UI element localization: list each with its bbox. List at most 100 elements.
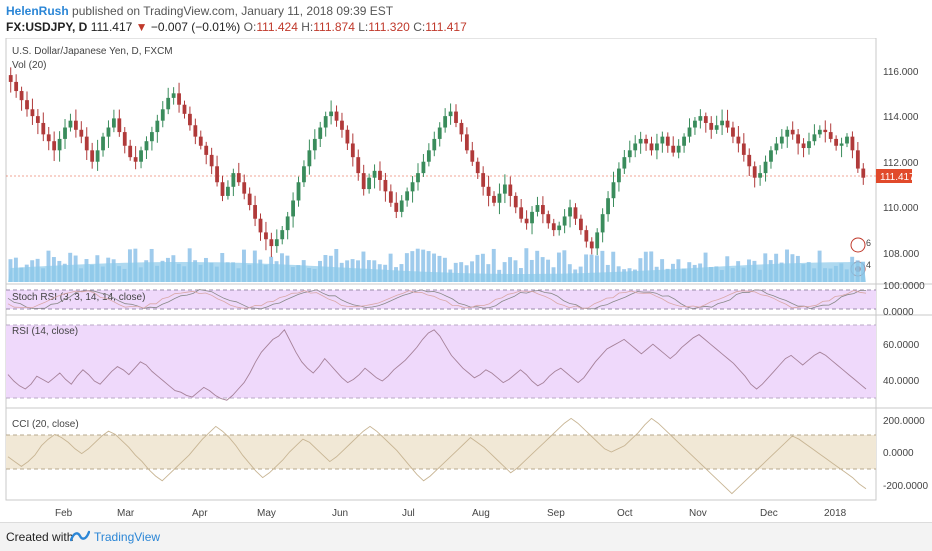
candle-body xyxy=(57,138,62,151)
candle-body xyxy=(796,134,801,144)
stoch-k-line xyxy=(7,289,867,310)
cci-label: CCI (20, close) xyxy=(12,419,79,430)
candle-body xyxy=(367,177,372,190)
high-value: 111.874 xyxy=(313,20,355,34)
candle-body xyxy=(633,143,638,151)
chart-area[interactable]: U.S. Dollar/Japanese Yen, D, FXCM Vol (2… xyxy=(0,38,932,522)
event-count: 4 xyxy=(866,260,871,270)
volume-bar xyxy=(410,251,415,282)
candle-body xyxy=(741,143,746,155)
volume-bar xyxy=(589,254,594,282)
volume-bar xyxy=(562,250,567,282)
down-arrow-icon: ▼ xyxy=(135,20,148,34)
candle-body xyxy=(73,120,78,130)
candle-body xyxy=(291,200,295,217)
candle-body xyxy=(226,186,230,196)
candle-body xyxy=(470,150,475,162)
candle-body xyxy=(133,157,138,162)
x-tick-label: Nov xyxy=(689,508,707,519)
candle-body xyxy=(557,225,562,231)
candle-body xyxy=(481,173,486,187)
volume-bar xyxy=(600,250,605,282)
candle-body xyxy=(828,132,833,139)
x-tick-label: Jun xyxy=(332,508,348,519)
created-with-label: Created with xyxy=(6,530,74,544)
candle-body xyxy=(779,136,784,144)
low-label: L: xyxy=(358,20,369,34)
candle-body xyxy=(52,141,57,151)
candle-body xyxy=(758,173,763,178)
volume-bar xyxy=(475,254,480,282)
candle-body xyxy=(215,166,219,183)
volume-bar xyxy=(415,248,420,282)
candle-body xyxy=(443,116,448,128)
candle-body xyxy=(236,173,241,183)
close-value: 111.417 xyxy=(425,20,467,34)
candle-body xyxy=(340,120,344,130)
candle-body xyxy=(817,129,822,135)
candle-body xyxy=(769,150,773,162)
candle-body xyxy=(269,239,274,247)
author-link[interactable]: HelenRush xyxy=(6,4,69,18)
candle-body xyxy=(150,132,154,142)
candle-body xyxy=(242,182,247,194)
candle-body xyxy=(812,134,817,142)
candle-body xyxy=(68,120,73,128)
candle-body xyxy=(454,111,458,123)
x-tick-label: Sep xyxy=(547,508,565,519)
candle-body xyxy=(14,81,19,92)
rsi-band xyxy=(6,325,876,398)
candle-body xyxy=(665,136,670,146)
candle-body xyxy=(807,141,811,149)
candle-body xyxy=(703,116,708,123)
candle-body xyxy=(589,241,594,249)
volume-bar xyxy=(594,255,599,282)
last-price-tag xyxy=(876,169,912,183)
x-tick-label: Jul xyxy=(402,508,415,519)
volume-bar xyxy=(502,262,507,282)
x-tick-label: Apr xyxy=(192,508,208,519)
candle-body xyxy=(334,111,339,121)
candle-body xyxy=(19,91,24,101)
rsi-label: RSI (14, close) xyxy=(12,326,78,337)
symbol-label[interactable]: FX:USDJPY, D xyxy=(6,20,88,34)
publish-line: HelenRush published on TradingView.com, … xyxy=(6,4,393,18)
x-tick-label: Oct xyxy=(617,508,633,519)
candle-body xyxy=(573,207,578,219)
candle-body xyxy=(79,129,84,137)
candle-body xyxy=(535,205,540,212)
footer-bar: Created with TradingView xyxy=(0,522,932,551)
candle-body xyxy=(139,150,143,162)
price-tick: 116.000 xyxy=(883,67,919,78)
x-tick-label: Mar xyxy=(117,508,135,519)
candle-body xyxy=(280,230,285,240)
candle-body xyxy=(763,161,768,174)
candle-body xyxy=(459,122,464,135)
last-price-tag-text: 111.417 xyxy=(880,172,915,183)
stoch-d-line xyxy=(7,289,867,309)
candle-body xyxy=(193,125,198,137)
tradingview-link[interactable]: TradingView xyxy=(94,530,161,544)
candle-body xyxy=(410,182,415,192)
volume-bar xyxy=(491,248,496,282)
candle-body xyxy=(530,211,534,224)
x-tick-label: Aug xyxy=(472,508,490,519)
candle-body xyxy=(188,113,192,126)
us-flag-icon[interactable] xyxy=(850,237,866,253)
candle-body xyxy=(611,182,616,199)
candle-body xyxy=(823,129,828,133)
rsi-tick: 40.0000 xyxy=(883,376,920,387)
rsi-line xyxy=(7,329,867,401)
candle-body xyxy=(687,127,692,137)
candle-body xyxy=(416,173,420,183)
tradingview-logo-icon[interactable] xyxy=(70,528,90,544)
candle-body xyxy=(95,150,100,162)
candle-body xyxy=(35,116,40,123)
candle-body xyxy=(801,143,806,149)
candle-body xyxy=(785,129,790,137)
candle-body xyxy=(155,120,160,133)
candle-body xyxy=(160,109,165,121)
x-tick-label: 2018 xyxy=(824,508,847,519)
candle-body xyxy=(595,232,600,249)
price-tick: 110.000 xyxy=(883,203,919,214)
